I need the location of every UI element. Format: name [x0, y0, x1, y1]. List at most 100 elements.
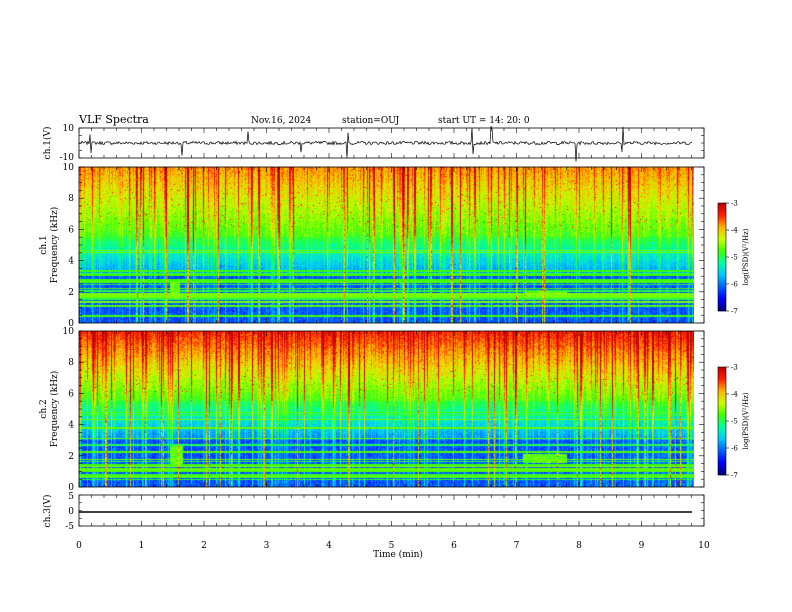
cb2-gradient-strip	[718, 382, 726, 384]
cb1-gradient-strip	[718, 281, 726, 283]
cb2-gradient-strip	[718, 392, 726, 394]
cb2-gradient-strip	[718, 437, 726, 439]
p2-yticks-label-2: 2	[68, 288, 74, 298]
cb1-gradient-strip	[718, 309, 726, 311]
cb1-gradient-strip	[718, 226, 726, 228]
cb2-gradient-strip	[718, 473, 726, 475]
cb1-gradient-strip	[718, 215, 726, 217]
cb1-gradient-strip	[718, 305, 726, 307]
cb2-gradient-strip	[718, 391, 726, 393]
cb1-gradient-strip	[718, 277, 726, 279]
cb1-gradient-strip	[718, 243, 726, 245]
ch3-ytick-mid: 0	[68, 507, 74, 517]
cb1-gradient-strip	[718, 230, 726, 232]
cb2-gradient-strip	[718, 433, 726, 435]
cb2-gradient-strip	[718, 400, 726, 402]
cb1-gradient-strip	[718, 245, 726, 247]
cb2-gradient-strip	[718, 422, 726, 424]
cb2-gradient-strip	[718, 463, 726, 465]
cb2-gradient-strip	[718, 376, 726, 378]
cb2-gradient-strip	[718, 390, 726, 392]
cb2-gradient-strip	[718, 386, 726, 388]
cb2-gradient-strip	[718, 428, 726, 430]
time-tick-label-9: 9	[639, 541, 645, 551]
ch1-ylabel: ch.1(V)	[42, 127, 53, 160]
cb2-gradient-strip	[718, 378, 726, 380]
p3-yticks-label-6: 6	[68, 389, 74, 399]
cb1-gradient-strip	[718, 208, 726, 210]
cb1-gradient-strip	[718, 283, 726, 285]
cb1-gradient-strip	[718, 262, 726, 264]
p3-yticks-label-8: 8	[68, 358, 74, 368]
cb1-gradient-strip	[718, 297, 726, 299]
cb2-tick-label--7: -7	[731, 472, 738, 480]
cb2-gradient-strip	[718, 457, 726, 459]
cb2-gradient-strip	[718, 406, 726, 408]
cb2-gradient-strip	[718, 470, 726, 472]
cb2-gradient-strip	[718, 449, 726, 451]
cb1-gradient-strip	[718, 291, 726, 293]
cb2-gradient-strip	[718, 447, 726, 449]
time-axis-label: Time (min)	[373, 549, 423, 560]
cb1-gradient-strip	[718, 251, 726, 253]
cb2-gradient-strip	[718, 413, 726, 415]
p3-yticks-label-10: 10	[63, 327, 75, 337]
cb1-gradient-strip	[718, 303, 726, 305]
cb2-gradient-strip	[718, 441, 726, 443]
cb2-gradient-strip	[718, 464, 726, 466]
cb2-gradient-strip	[718, 388, 726, 390]
cb1-gradient-strip	[718, 302, 726, 304]
cb2-gradient-strip	[718, 401, 726, 403]
cb1-tick-label--4: -4	[731, 227, 738, 235]
figure-title: VLF Spectra	[78, 113, 149, 126]
cb2-gradient-strip	[718, 419, 726, 421]
cb1-gradient-strip	[718, 225, 726, 227]
time-tick-label-3: 3	[264, 541, 270, 551]
cb1-gradient-strip	[718, 252, 726, 254]
cb1-gradient-strip	[718, 285, 726, 287]
cb2-gradient-strip	[718, 370, 726, 372]
cb2-gradient-strip	[718, 417, 726, 419]
cb1-gradient-strip	[718, 288, 726, 290]
ch1-spectrogram-panel: 0 2 4 6 8 10 ch.1 Frequency (kHz)	[39, 163, 705, 329]
cb2-gradient-strip	[718, 385, 726, 387]
cb2-gradient-strip	[718, 465, 726, 467]
cb2-gradient-strip	[718, 438, 726, 440]
cb1-tick-label--7: -7	[731, 308, 738, 316]
cb2-gradient-strip	[718, 384, 726, 386]
cb1-gradient-strip	[718, 233, 726, 235]
cb2-gradient-strip	[718, 430, 726, 432]
cb2-gradient-strip	[718, 432, 726, 434]
cb2-gradient-strip	[718, 444, 726, 446]
cb2-gradient-strip	[718, 414, 726, 416]
cb1-gradient-strip	[718, 237, 726, 239]
date-label: Nov.16, 2024	[251, 116, 312, 126]
cb2-gradient-strip	[718, 381, 726, 383]
cb2-gradient-strip	[718, 393, 726, 395]
cb2-gradient-strip	[718, 409, 726, 411]
cb1-gradient-strip	[718, 269, 726, 271]
cb1-gradient-strip	[718, 273, 726, 275]
cb1-gradient-strip	[718, 261, 726, 263]
cb2-gradient-strip	[718, 375, 726, 377]
ch2-freq-ylabel-line2: Frequency (kHz)	[49, 371, 60, 448]
cb1-gradient-strip	[718, 266, 726, 268]
cb1-gradient-strip	[718, 203, 726, 205]
cb1-gradient-strip	[718, 247, 726, 249]
cb2-gradient-strip	[718, 377, 726, 379]
cb2-gradient-strip	[718, 450, 726, 452]
cb1-gradient-strip	[718, 298, 726, 300]
p2-yticks-label-8: 8	[68, 194, 74, 204]
cb2-gradient-strip	[718, 372, 726, 374]
cb2-gradient-strip	[718, 371, 726, 373]
ch2-colorbar: -3 -4 -5 -6 -7 log(PSD)(V²/Hz)	[717, 364, 750, 480]
cb1-gradient-strip	[718, 258, 726, 260]
cb2-gradient-strip	[718, 434, 726, 436]
cb1-gradient-strip	[718, 205, 726, 207]
cb2-gradient-strip	[718, 452, 726, 454]
cb1-gradient-strip	[718, 272, 726, 274]
start-ut-label: start UT = 14: 20: 0	[438, 116, 530, 126]
p3-yticks-label-4: 4	[68, 421, 74, 431]
cb2-gradient-strip	[718, 445, 726, 447]
